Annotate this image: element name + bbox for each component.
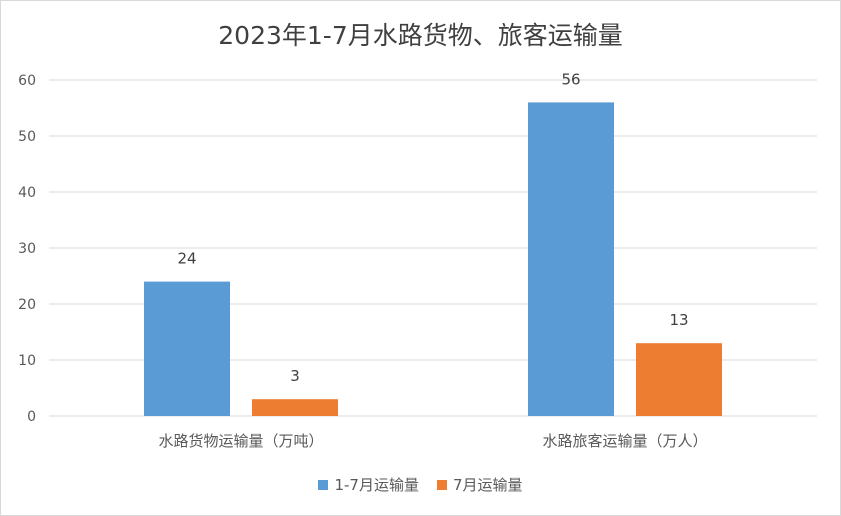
bar-s2-c1 bbox=[252, 399, 338, 416]
data-label-s1-c2: 56 bbox=[561, 70, 580, 88]
bar-s1-c1 bbox=[144, 281, 230, 416]
y-tick-label-60: 60 bbox=[18, 73, 36, 89]
y-tick-label-10: 10 bbox=[18, 353, 36, 369]
data-label-s1-c1: 24 bbox=[177, 250, 196, 268]
x-category-label-1: 水路货物运输量（万吨） bbox=[158, 432, 323, 450]
chart-title: 2023年1-7月水路货物、旅客运输量 bbox=[218, 21, 623, 50]
legend-item-series-1: 1-7月运输量 bbox=[318, 474, 419, 495]
legend-label-series-2: 7月运输量 bbox=[452, 476, 523, 494]
y-tick-label-40: 40 bbox=[18, 185, 36, 201]
legend: 1-7月运输量 7月运输量 bbox=[0, 474, 841, 495]
bar-s2-c2 bbox=[636, 343, 722, 416]
y-tick-label-30: 30 bbox=[18, 241, 36, 257]
x-category-label-2: 水路旅客运输量（万人） bbox=[542, 432, 707, 450]
legend-swatch-series-2 bbox=[436, 479, 447, 490]
legend-label-series-1: 1-7月运输量 bbox=[334, 476, 419, 494]
legend-item-series-2: 7月运输量 bbox=[436, 474, 523, 495]
plot-area: 0 10 20 30 40 50 60 24 3 水路货物运输量（万吨） 56 13 水路旅客运输量（万… bbox=[18, 70, 817, 450]
y-tick-label-20: 20 bbox=[18, 297, 36, 313]
data-label-s2-c2: 13 bbox=[669, 311, 688, 329]
y-tick-label-0: 0 bbox=[27, 409, 36, 425]
legend-swatch-series-1 bbox=[318, 479, 329, 490]
bar-s1-c2 bbox=[528, 102, 614, 417]
data-label-s2-c1: 3 bbox=[290, 367, 300, 385]
y-tick-label-50: 50 bbox=[18, 129, 36, 145]
